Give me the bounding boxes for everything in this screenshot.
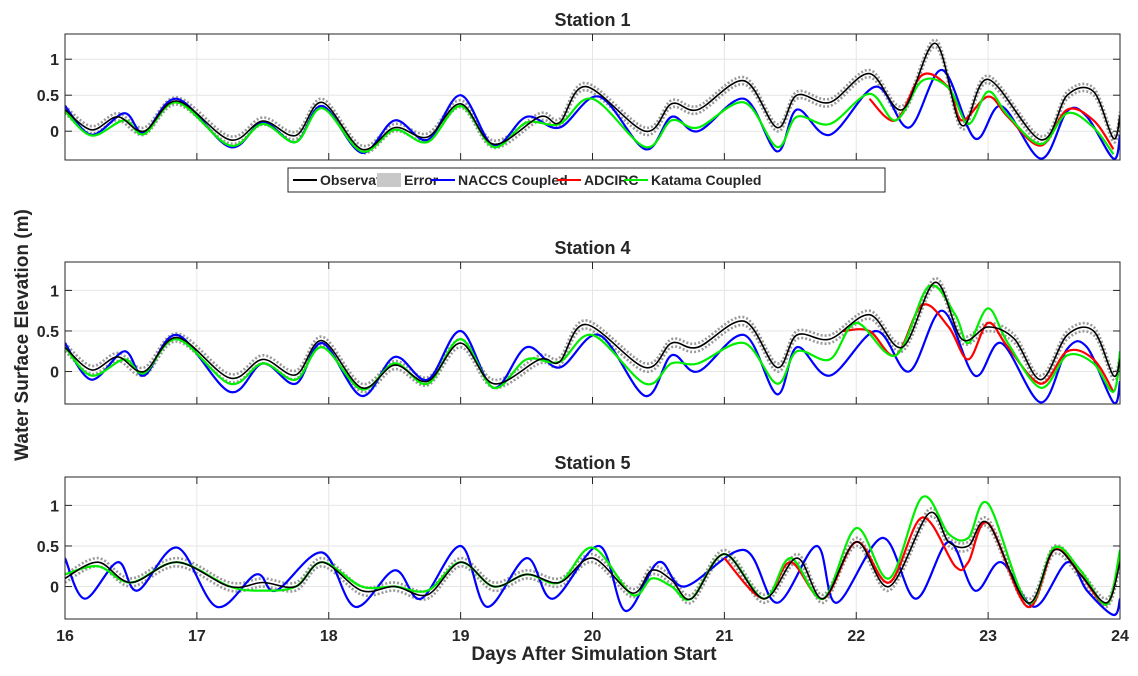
legend-label: Error — [404, 172, 439, 188]
y-axis-label: Water Surface Elevation (m) — [12, 209, 33, 461]
series-line-observation — [65, 42, 1120, 151]
panel-title: Station 1 — [554, 10, 630, 30]
error-band-upper — [65, 507, 1120, 601]
panel-3: 16 17 18 19 20 21 22 23 24 0 0.5 1 Station 5 — [37, 453, 1129, 645]
series-line-katama-coupled — [65, 77, 1115, 155]
x-tick-label: 16 — [56, 628, 74, 645]
legend-item-adcirc: ADCIRC — [557, 172, 638, 188]
panel-title: Station 4 — [554, 238, 630, 258]
x-tick-label: 22 — [847, 628, 865, 645]
series-line-katama-coupled — [65, 284, 1120, 393]
legend-label: NACCS Coupled — [458, 172, 568, 188]
x-tick-label: 20 — [584, 628, 602, 645]
series-line-observation — [65, 511, 1120, 604]
y-tick-label: 1 — [50, 283, 59, 300]
legend-label: ADCIRC — [584, 172, 638, 188]
chart-panels: 0 0.5 1 Station 1 0 0.5 1 Station 4 16 17 18 19 20 21… — [37, 10, 1129, 645]
y-tick-label: 1 — [50, 498, 59, 515]
series-line-observation — [65, 281, 1120, 389]
x-tick-label: 23 — [979, 628, 997, 645]
panel-title: Station 5 — [554, 453, 630, 473]
y-tick-label: 0 — [50, 580, 59, 597]
x-tick-label: 17 — [188, 628, 206, 645]
y-tick-label: 0 — [50, 124, 59, 141]
x-axis-label: Days After Simulation Start — [471, 644, 717, 665]
x-tick-label: 19 — [452, 628, 470, 645]
x-tick-label: 21 — [715, 628, 733, 645]
y-tick-label: 0.5 — [37, 539, 59, 556]
x-tick-label: 18 — [320, 628, 338, 645]
panel-2: 0 0.5 1 Station 4 — [37, 238, 1121, 405]
legend-item-katama-coupled: Katama Coupled — [624, 172, 761, 188]
y-tick-label: 1 — [50, 52, 59, 69]
legend-label: Katama Coupled — [651, 172, 761, 188]
y-tick-label: 0 — [50, 365, 59, 382]
legend-item-error: Error — [377, 172, 439, 188]
series-line-naccs-coupled — [65, 309, 1120, 404]
series-line-naccs-coupled — [65, 536, 1120, 616]
y-tick-label: 0.5 — [37, 88, 59, 105]
error-band-lower — [65, 285, 1120, 394]
legend-swatch — [377, 173, 401, 187]
error-band-upper — [65, 38, 1120, 148]
x-tick-label: 24 — [1111, 628, 1129, 645]
legend: Observation Error NACCS Coupled ADCIRC Katam… — [287, 167, 886, 193]
y-tick-label: 0.5 — [37, 324, 59, 341]
legend-item-naccs-coupled: NACCS Coupled — [431, 172, 568, 188]
panel-1: 0 0.5 1 Station 1 — [37, 10, 1121, 161]
